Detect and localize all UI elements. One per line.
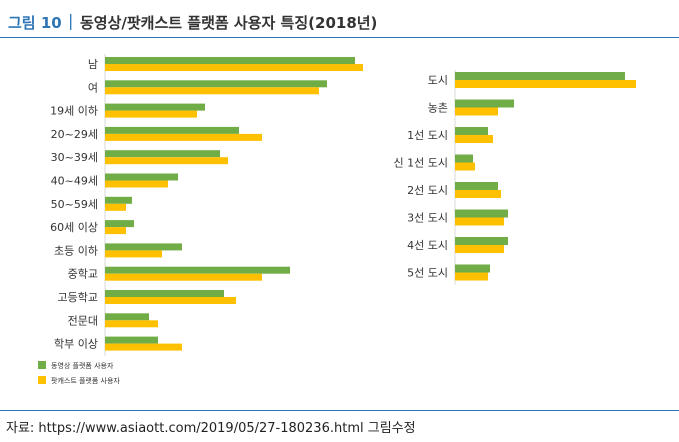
figure-label: 그림 10 <box>8 14 62 32</box>
chart-0-bar-video <box>105 290 224 297</box>
chart-1-bar-podcast <box>455 190 501 198</box>
chart-1-bar-podcast <box>455 217 504 226</box>
chart-0-bar-video <box>105 266 290 274</box>
chart-0-bar-video <box>105 150 220 158</box>
chart-0-bar-video <box>105 126 239 134</box>
chart-0-category-label: 전문대 <box>68 314 98 327</box>
chart-0-bar-podcast <box>105 297 236 304</box>
chart-1-category-label: 5선 도시 <box>407 267 448 280</box>
chart-0-category-label: 남 <box>88 58 98 71</box>
chart-1-bar-video <box>455 264 490 273</box>
chart-0-category-label: 19세 이하 <box>50 104 98 118</box>
figure-title: 동영상/팟캐스트 플랫폼 사용자 특징(2018년) <box>80 14 378 32</box>
chart-0-bar-podcast <box>105 157 228 165</box>
legend-label-video: 동영상 플랫폼 사용자 <box>51 361 114 370</box>
chart-0-bar-podcast <box>105 87 319 95</box>
chart-0-category-label: 여 <box>88 81 98 94</box>
chart-0-category-label: 학부 이상 <box>54 338 98 351</box>
chart-1-bar-video <box>455 209 508 218</box>
chart-1-bar-podcast <box>455 272 488 281</box>
chart-0-category-label: 50~59세 <box>51 198 98 211</box>
chart-0-bar-video <box>105 313 149 321</box>
chart-0-bar-podcast <box>105 133 262 141</box>
chart-1-bar-video <box>455 154 473 163</box>
chart-1-category-label: 신 1선 도시 <box>394 157 448 170</box>
chart-0-bar-podcast <box>105 320 158 328</box>
chart-0-bar-video <box>105 243 182 251</box>
chart-0-bar-podcast <box>105 110 197 118</box>
legend-label-podcast: 팟캐스트 플랫폼 사용자 <box>51 376 120 385</box>
chart-1-bar-video <box>455 127 488 135</box>
chart-1-category-label: 1선 도시 <box>407 129 448 142</box>
chart-0-bar-video <box>105 336 158 344</box>
chart-0-bar-video <box>105 173 178 181</box>
chart-1-category-label: 도시 <box>428 74 448 87</box>
chart-1-bar-podcast <box>455 245 504 253</box>
chart-1-category-label: 4선 도시 <box>407 239 448 252</box>
chart-0-bar-podcast <box>105 227 126 235</box>
chart-area: 남여 19세 이하 20~29세 30~39세 40~49세 50~59세 60세 이상초등… <box>38 54 636 385</box>
chart-1-bar-video <box>455 182 498 190</box>
chart-0-bar-podcast <box>105 273 262 281</box>
chart-0-category-label: 40~49세 <box>51 175 98 188</box>
chart-1-bar-video <box>455 237 508 245</box>
chart-1-category-label: 2선 도시 <box>407 184 448 197</box>
chart-0-bar-video <box>105 103 205 111</box>
chart-0-bar-video <box>105 57 355 64</box>
chart-1-category-label: 3선 도시 <box>407 212 448 225</box>
chart-1-bar-podcast <box>455 80 636 88</box>
chart-0-bar-video <box>105 196 132 204</box>
chart-1-bar-podcast <box>455 135 493 143</box>
chart-0-bar-podcast <box>105 343 182 351</box>
chart-0-category-label: 초등 이하 <box>54 243 98 257</box>
legend-swatch-podcast <box>38 376 46 384</box>
source-note: 자료: https://www.asiaott.com/2019/05/27-1… <box>6 421 416 436</box>
chart-1-bar-podcast <box>455 162 475 171</box>
top-rule <box>0 37 679 38</box>
chart-0-category-label: 30~39세 <box>51 151 98 164</box>
chart-0-bar-podcast <box>105 250 162 258</box>
chart-1-bar-video <box>455 72 625 80</box>
bottom-rule <box>0 410 679 411</box>
chart-0-category-label: 60세 이상 <box>50 221 98 234</box>
chart-1-bar-video <box>455 99 514 108</box>
figure-label-separator: | <box>68 11 74 30</box>
chart-0-category-label: 20~29세 <box>51 128 98 141</box>
chart-0-bar-video <box>105 220 134 228</box>
chart-0-category-label: 중학교 <box>68 268 98 281</box>
chart-0-bar-podcast <box>105 203 126 211</box>
chart-1-bar-podcast <box>455 107 498 116</box>
chart-0-bar-podcast <box>105 64 363 71</box>
chart-0-bar-video <box>105 80 327 88</box>
chart-0-category-label: 고등학교 <box>58 291 98 304</box>
figure-header: 그림 10 | 동영상/팟캐스트 플랫폼 사용자 특징(2018년) <box>0 0 679 40</box>
legend-swatch-video <box>38 361 46 369</box>
chart-1-category-label: 농촌 <box>428 102 448 115</box>
chart-0-bar-podcast <box>105 180 168 188</box>
